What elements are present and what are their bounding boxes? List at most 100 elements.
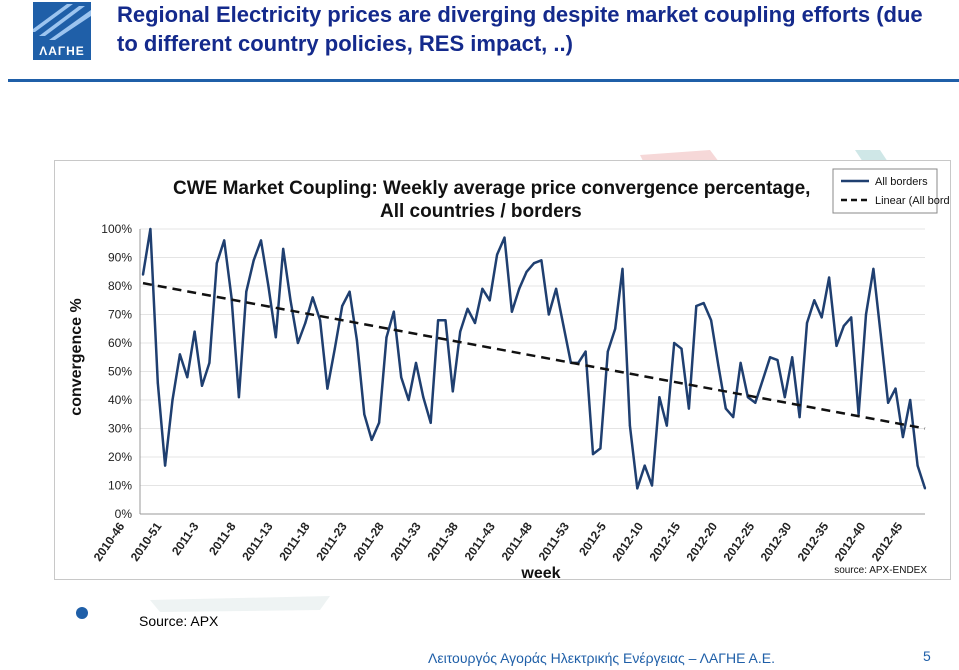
data-point [754,401,757,404]
chart-frame: CWE Market Coupling: Weekly average pric… [54,160,959,582]
data-point [599,447,602,450]
legend-box [832,168,938,214]
data-point [186,376,189,379]
data-point [628,424,632,427]
data-point [407,398,410,402]
series-line-all-borders [141,227,927,490]
x-tick-label: 2012-25 [721,519,758,563]
data-point [518,287,521,290]
data-point [193,330,196,333]
data-point [510,310,513,313]
data-point [304,321,307,325]
x-tick-label: 2011-18 [276,519,313,563]
data-point [842,324,845,327]
data-point [208,361,211,365]
x-tick-label: 2011-23 [313,519,350,563]
data-point [798,416,801,419]
data-point [363,413,366,416]
data-point [820,316,823,319]
chart-legend: All borders Linear (All borders) [832,168,959,214]
data-point [141,273,145,276]
logo-stripes-graphic [33,4,91,40]
data-point [289,299,292,302]
data-point [909,398,912,402]
data-point [341,304,344,308]
data-point [547,313,550,316]
x-tick-label: 2011-28 [350,519,387,563]
data-point [864,313,868,316]
x-tick-label: 2011-43 [462,519,499,563]
data-point [481,287,484,290]
data-point [695,304,698,308]
data-point [614,327,617,330]
data-point [562,324,565,327]
data-point [923,487,927,490]
y-axis-label: convergence % [68,298,85,415]
y-tick-label: 70% [108,308,132,322]
data-point [355,339,359,342]
data-point [267,284,270,288]
data-point [149,227,152,231]
data-point [872,267,875,270]
y-tick-label: 90% [108,251,132,265]
x-tick-label: 2011-33 [387,519,424,563]
lagie-logo: ΛΑΓΗΕ [33,2,91,60]
x-tick-label: 2012-20 [683,519,720,563]
chart-title-line1: CWE Market Coupling: Weekly average pric… [173,178,810,199]
header-rule [8,79,959,82]
data-point [555,287,558,290]
data-point [717,364,720,367]
y-tick-label: 80% [108,279,132,293]
data-point [732,416,735,419]
data-point [171,398,174,402]
y-tick-label: 20% [108,450,132,464]
data-point [643,464,646,467]
logo-text: ΛΑΓΗΕ [39,44,85,58]
data-point [621,267,624,270]
trend-line-linear [142,281,926,430]
data-point [178,353,181,356]
data-point [636,487,639,490]
data-point [658,396,661,399]
y-tick-label: 60% [108,336,132,350]
data-point [805,321,809,325]
convergence-chart: CWE Market Coupling: Weekly average pric… [68,168,959,582]
data-point [835,344,838,347]
data-point [673,341,676,345]
data-point [879,333,882,336]
chart-source-note: source: APX-ENDEX [834,565,927,576]
data-point [164,464,167,467]
data-point [466,307,469,310]
data-point [650,484,654,487]
data-point [761,378,764,382]
data-point [414,361,418,365]
x-tick-label: 2011-8 [206,519,239,557]
data-point [887,401,890,404]
data-point [532,262,536,265]
data-point [916,464,919,467]
x-tick-label: 2011-38 [425,519,462,563]
grey-swoosh [150,596,330,612]
x-tick-label: 2012-15 [646,519,683,563]
data-point [348,290,351,293]
data-point [230,296,233,299]
data-point [776,359,779,362]
data-point [687,407,691,410]
data-point [370,438,373,441]
x-tick-label: 2010-51 [128,519,165,563]
data-point [894,387,897,390]
x-tick-label: 2010-46 [91,519,128,563]
data-point [215,262,218,265]
data-point [451,390,454,393]
data-point [245,290,248,293]
data-point [377,421,381,424]
data-point [525,270,528,273]
legend-label-linear: Linear (All borders) [875,195,950,207]
x-tick-label: 2012-45 [869,519,906,563]
data-point [850,316,853,319]
footer-text: Λειτουργός Αγοράς Ηλεκτρικής Ενέργειας –… [428,650,775,666]
x-tick-label: 2012-10 [609,519,646,563]
page-number: 5 [923,648,931,664]
data-point [282,247,285,251]
y-tick-label: 100% [101,222,132,236]
